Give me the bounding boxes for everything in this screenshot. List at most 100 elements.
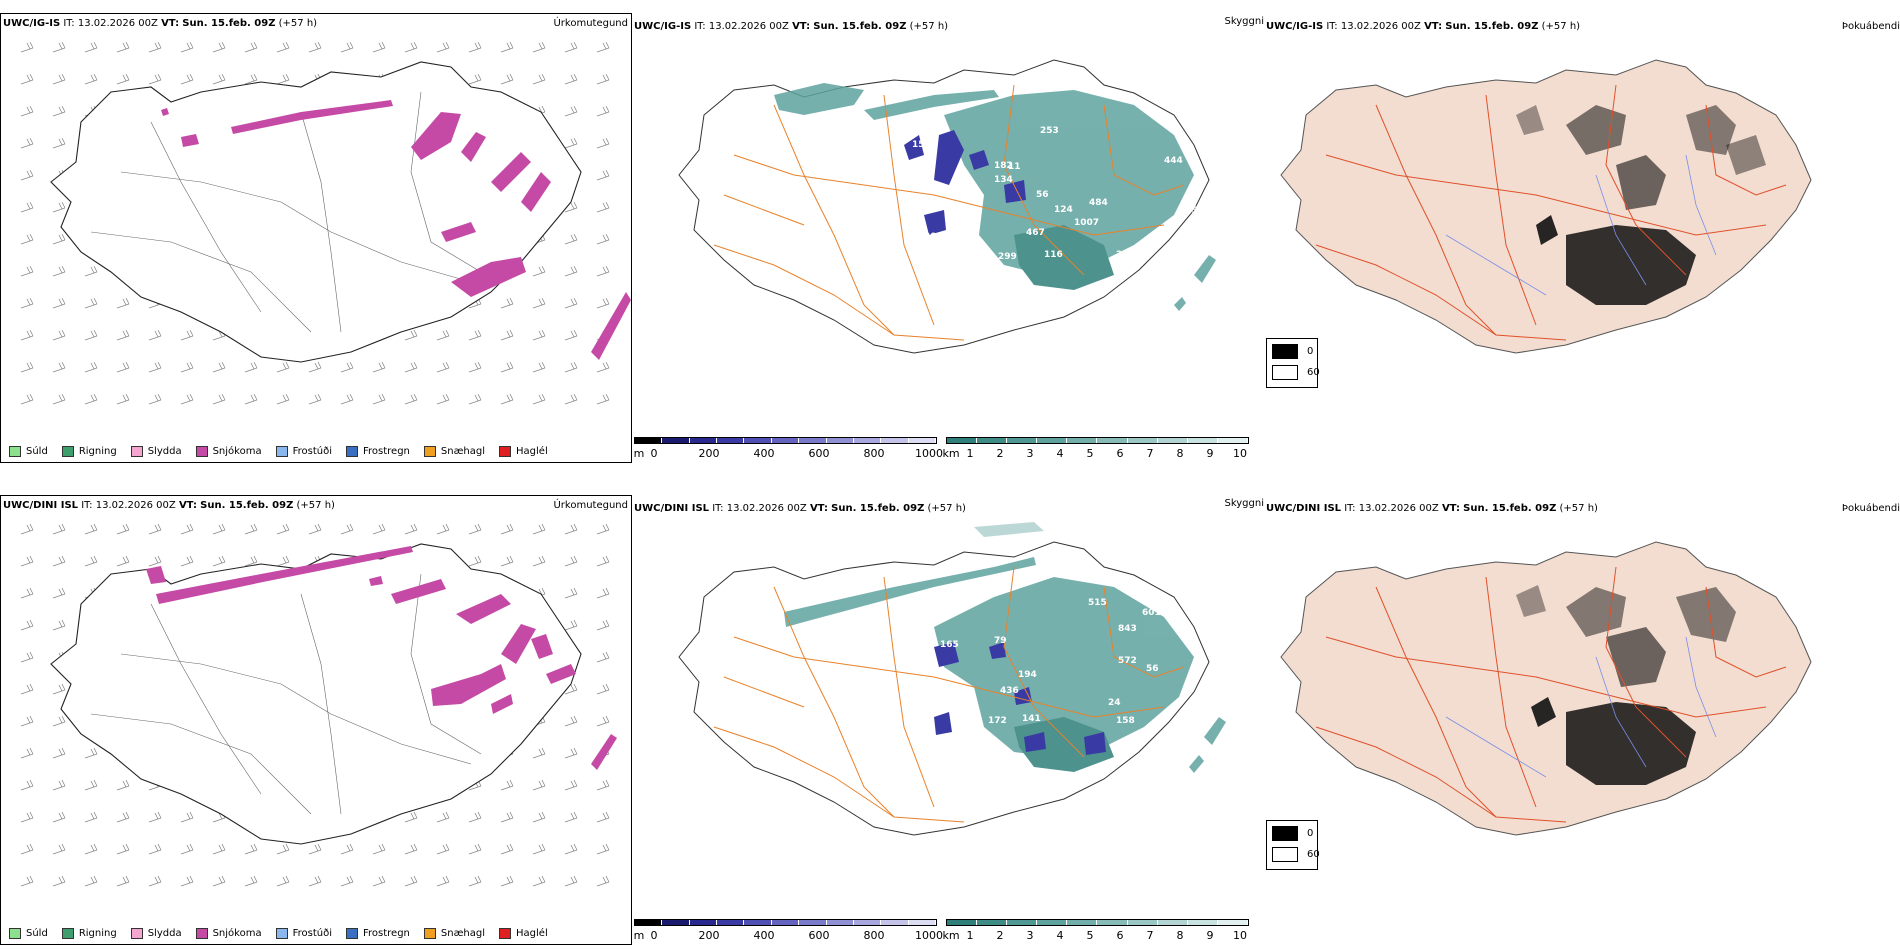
wind-barb bbox=[52, 715, 66, 727]
wind-barb bbox=[596, 41, 610, 53]
wind-barb bbox=[404, 875, 418, 887]
wind-barb bbox=[596, 651, 610, 663]
scale-swatch bbox=[1007, 920, 1038, 925]
scale-swatch bbox=[1097, 920, 1128, 925]
wind-barb bbox=[20, 619, 34, 631]
panel-header: UWC/DINI ISL IT: 13.02.2026 00Z VT: Sun.… bbox=[3, 500, 335, 511]
wind-barb bbox=[244, 41, 258, 53]
panel-title: Þokuábendi bbox=[1841, 21, 1900, 32]
wind-barb bbox=[116, 811, 130, 823]
wind-barb bbox=[148, 555, 162, 567]
road-network bbox=[1315, 566, 1787, 823]
road-network bbox=[90, 91, 482, 333]
wind-barb bbox=[468, 555, 482, 567]
legend-swatch bbox=[195, 928, 208, 939]
wind-barb bbox=[116, 41, 130, 53]
snowfall-areas bbox=[146, 546, 617, 770]
legend-swatch bbox=[1272, 365, 1298, 380]
wind-barb bbox=[244, 843, 258, 855]
wind-barb bbox=[276, 875, 290, 887]
legend-swatch bbox=[499, 446, 512, 457]
wind-barb bbox=[436, 875, 450, 887]
legend-swatch bbox=[499, 928, 512, 939]
visibility-label: 141 bbox=[1022, 714, 1041, 724]
wind-barb bbox=[596, 843, 610, 855]
visibility-label: 20 bbox=[924, 232, 937, 242]
wind-barb bbox=[596, 779, 610, 791]
wind-barb bbox=[532, 297, 546, 309]
wind-barb bbox=[180, 73, 194, 85]
wind-barb bbox=[148, 361, 162, 373]
scale-tick-label: 400 bbox=[753, 447, 775, 460]
scale-swatch bbox=[1097, 438, 1128, 443]
legend-swatch bbox=[61, 928, 74, 939]
fog-legend: 0 60 bbox=[1266, 820, 1320, 870]
scale-swatch bbox=[1127, 920, 1158, 925]
scale-tick-label: 6 bbox=[1116, 929, 1124, 942]
visibility-label: 158 bbox=[1116, 716, 1135, 726]
wind-barb bbox=[468, 329, 482, 341]
wind-barb bbox=[276, 523, 290, 535]
wind-barb bbox=[372, 843, 386, 855]
scale-swatch bbox=[908, 438, 936, 443]
fog-legend-item: 60 bbox=[1272, 847, 1320, 862]
wind-barb bbox=[20, 41, 34, 53]
visibility-label: 18 bbox=[1144, 240, 1157, 250]
scale-swatch bbox=[1007, 438, 1038, 443]
precip-legend: Súld Rigning Slydda Snjókoma Frostúði Fr… bbox=[9, 446, 562, 457]
wind-barb bbox=[372, 393, 386, 405]
wind-barb bbox=[52, 875, 66, 887]
scale-tick-label: 8 bbox=[1176, 447, 1184, 460]
wind-barb bbox=[52, 523, 66, 535]
panel-header: UWC/DINI ISL IT: 13.02.2026 00Z VT: Sun.… bbox=[634, 503, 966, 514]
wind-barb bbox=[20, 201, 34, 213]
wind-barb bbox=[564, 137, 578, 149]
visibility-value-labels: 151 253 182 11 134 444 56 484 124 195 10… bbox=[912, 126, 1198, 262]
legend-swatch bbox=[1272, 847, 1298, 862]
fog-legend-item: 0 bbox=[1272, 344, 1313, 359]
visibility-label: 436 bbox=[1000, 686, 1019, 696]
scale-tick-label: 600 bbox=[808, 447, 830, 460]
wind-barb bbox=[52, 843, 66, 855]
wind-barb bbox=[20, 587, 34, 599]
visibility-label: 216 bbox=[1116, 250, 1135, 260]
height-scale-unit: m bbox=[634, 929, 645, 942]
visibility-scale-unit: km bbox=[942, 929, 960, 942]
precip-type-panel-bottom: UWC/DINI ISL IT: 13.02.2026 00Z VT: Sun.… bbox=[0, 495, 632, 945]
scale-swatch bbox=[1037, 920, 1068, 925]
legend-item: Rigning bbox=[61, 446, 117, 457]
road-network bbox=[1315, 84, 1787, 341]
scale-tick-label: 3 bbox=[1026, 447, 1034, 460]
fog-map bbox=[1280, 541, 1812, 836]
scale-swatch bbox=[1217, 438, 1248, 443]
legend-item: Snjókoma bbox=[195, 446, 262, 457]
fog-legend: 0 60 bbox=[1266, 338, 1320, 388]
wind-barb bbox=[404, 361, 418, 373]
legend-swatch bbox=[1272, 826, 1298, 841]
wind-barb bbox=[468, 41, 482, 53]
wind-barb bbox=[84, 875, 98, 887]
wind-barb bbox=[20, 715, 34, 727]
visibility-label: 15 bbox=[926, 694, 939, 704]
wind-barb bbox=[500, 393, 514, 405]
wind-barb bbox=[244, 523, 258, 535]
wind-barb bbox=[52, 779, 66, 791]
wind-barb bbox=[468, 875, 482, 887]
wind-barb bbox=[500, 73, 514, 85]
wind-barb bbox=[180, 361, 194, 373]
iceland-outline bbox=[50, 543, 582, 845]
wind-barb bbox=[212, 523, 226, 535]
panel-title: Skyggni bbox=[1224, 16, 1264, 27]
scale-tick-label: 2 bbox=[996, 929, 1004, 942]
wind-barb bbox=[20, 779, 34, 791]
legend-item: Slydda bbox=[130, 446, 182, 457]
scale-swatch bbox=[977, 438, 1008, 443]
low-visibility-terrain bbox=[934, 642, 1106, 755]
scale-swatch bbox=[1217, 920, 1248, 925]
scale-swatch bbox=[771, 920, 800, 925]
wind-barb bbox=[564, 555, 578, 567]
visibility-shading bbox=[774, 83, 1216, 311]
wind-barb bbox=[212, 41, 226, 53]
wind-barb bbox=[52, 73, 66, 85]
precip-map bbox=[20, 41, 631, 405]
